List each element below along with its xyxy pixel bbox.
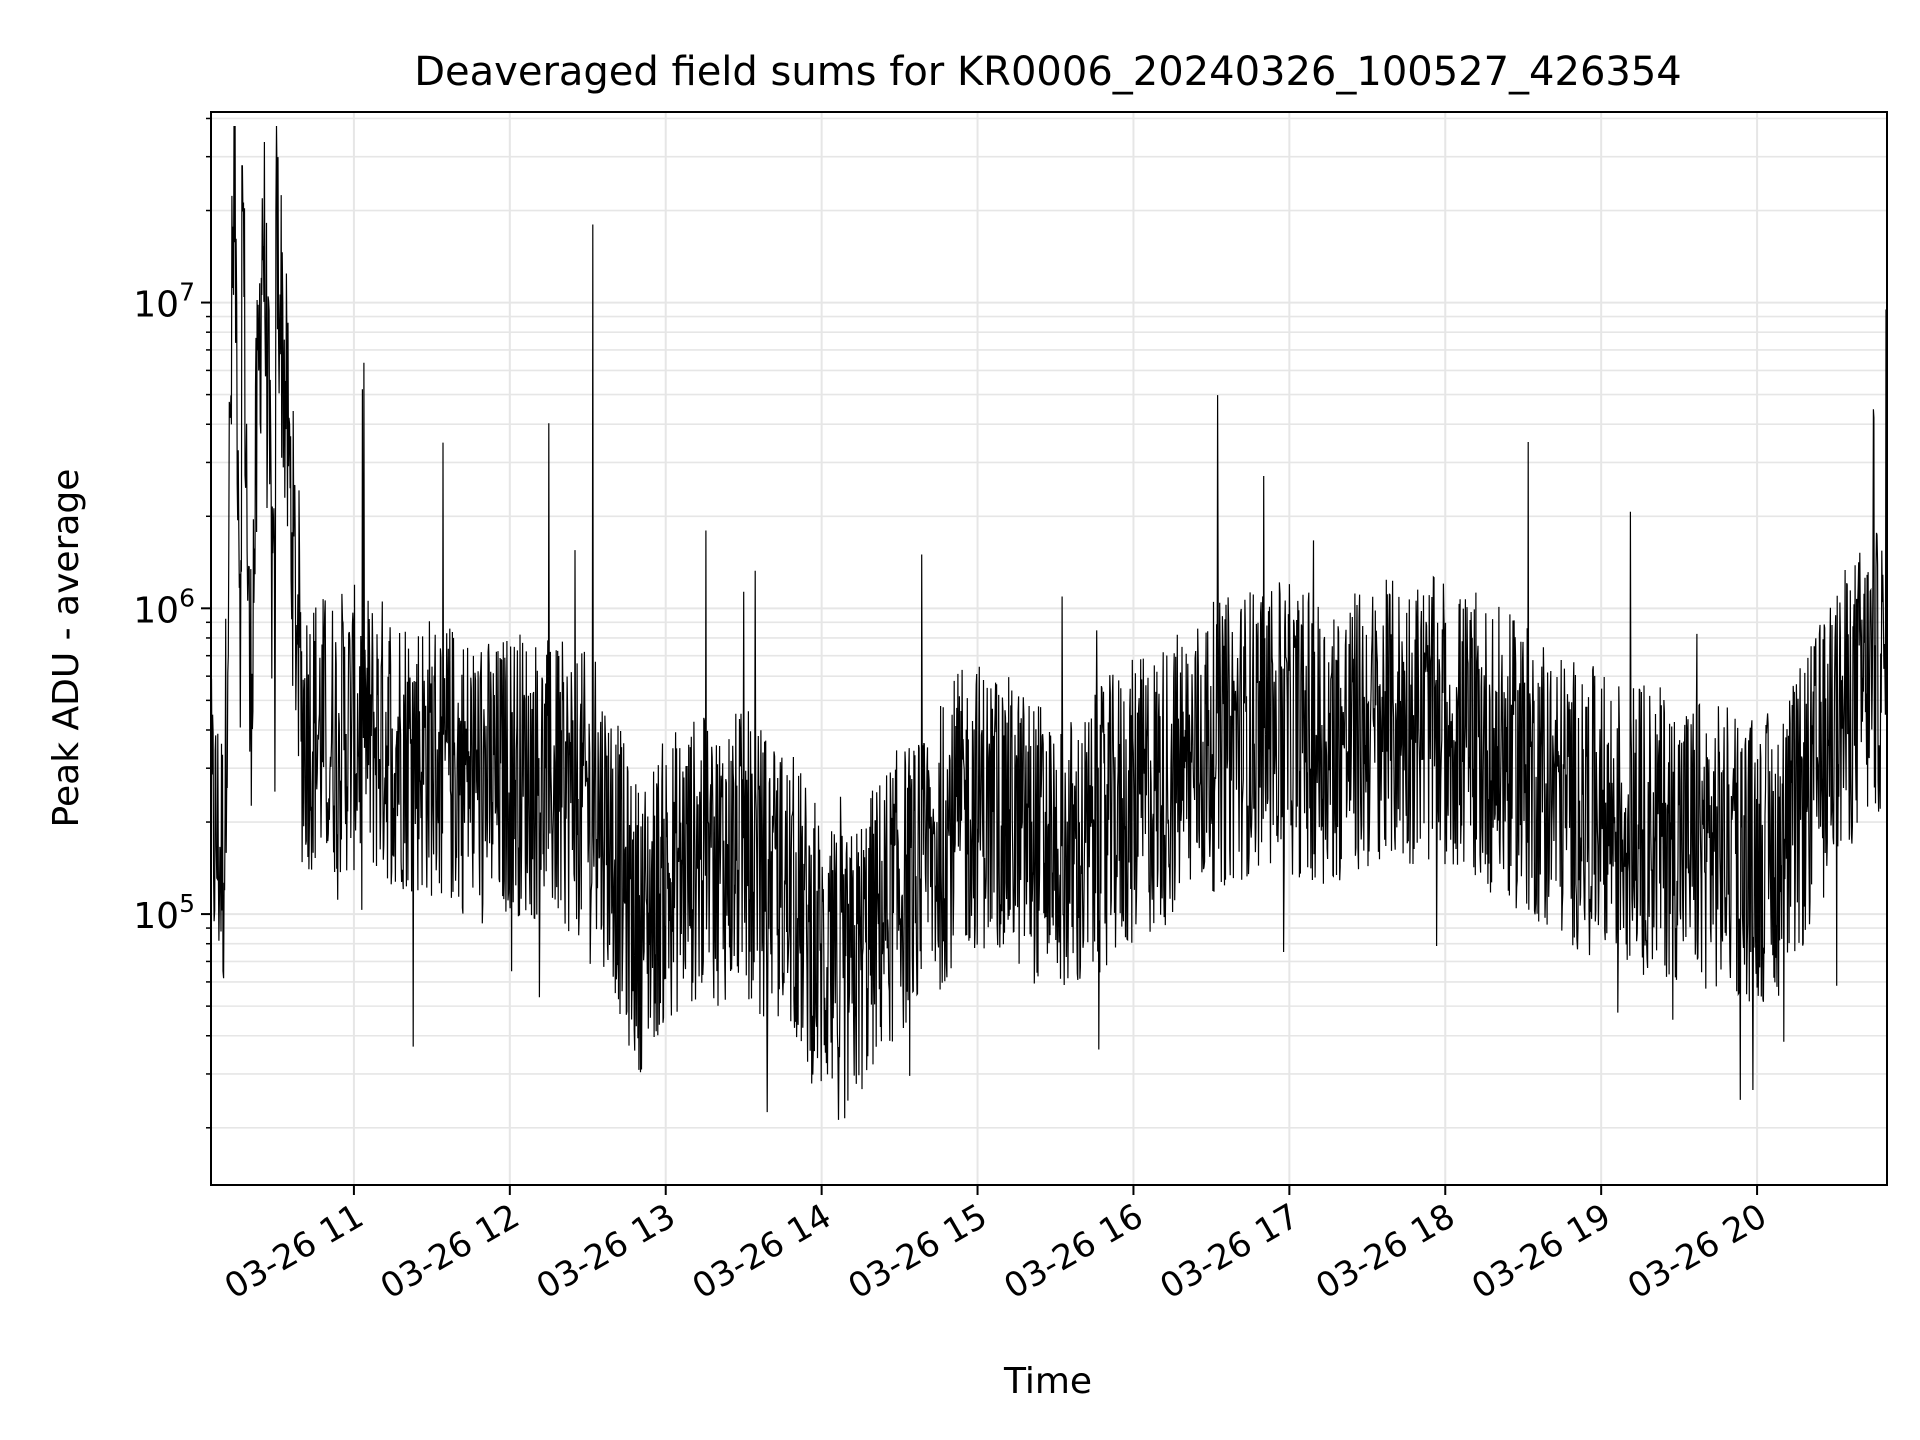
plot-frame <box>210 111 1888 1186</box>
y-tick-label: 106 <box>133 583 195 631</box>
x-axis-label: Time <box>1003 1361 1092 1402</box>
series-line <box>210 125 1888 1120</box>
chart-title: Deaveraged field sums for KR0006_2024032… <box>414 49 1682 95</box>
y-axis-label: Peak ADU - average <box>46 469 87 828</box>
y-tick-label: 105 <box>133 889 195 937</box>
y-axis: 105 106 107 <box>133 117 211 1129</box>
y-tick-label: 107 <box>133 278 195 326</box>
